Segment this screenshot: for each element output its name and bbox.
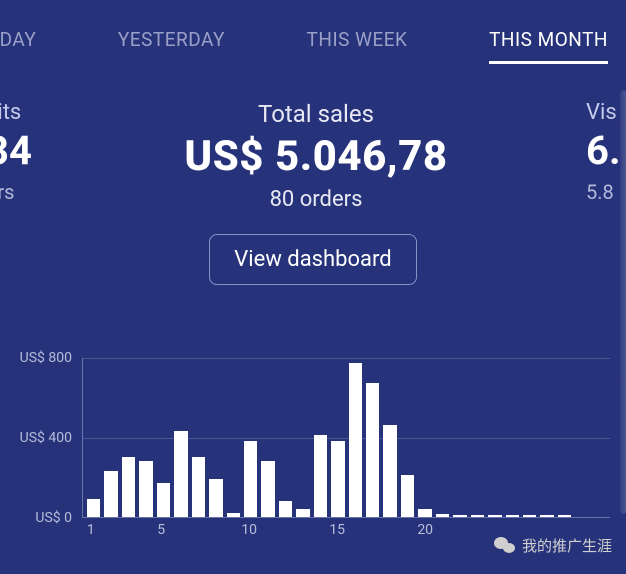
chart-bar [418, 509, 431, 517]
chart-bar [279, 501, 292, 517]
wechat-icon [494, 537, 516, 555]
chart-bar [436, 514, 449, 517]
wechat-text: 我的推广生涯 [522, 535, 612, 556]
chart-y-tick: US$ 400 [20, 430, 72, 446]
stat-left-value: 34 [0, 127, 46, 174]
chart-bar [401, 475, 414, 517]
chart-bar [139, 461, 152, 517]
wechat-watermark: 我的推广生涯 [494, 535, 612, 556]
chart-bar [174, 431, 187, 517]
tab-today[interactable]: ODAY [0, 28, 36, 64]
chart-bar [104, 471, 117, 517]
stat-left-sub: ors [0, 180, 46, 204]
chart-y-axis: US$ 800US$ 400US$ 0 [6, 358, 78, 518]
chart-x-tick: 15 [329, 522, 345, 538]
sales-bar-chart: US$ 800US$ 400US$ 0 15101520 [6, 358, 620, 558]
chart-bar [471, 515, 484, 517]
stat-total-sales: Total sales US$ 5.046,78 80 orders [46, 100, 586, 212]
tab-this-month[interactable]: THIS MONTH [489, 28, 608, 64]
chart-bar [122, 457, 135, 517]
chart-bar [488, 515, 501, 517]
chart-bar [383, 425, 396, 517]
time-range-tabs: ODAY YESTERDAY THIS WEEK THIS MONTH [0, 0, 626, 76]
chart-x-tick: 20 [417, 522, 433, 538]
view-dashboard-button[interactable]: View dashboard [209, 234, 416, 285]
chart-bar [558, 515, 571, 517]
total-sales-orders: 80 orders [46, 187, 586, 212]
chart-bar [227, 513, 240, 517]
chart-bar [261, 461, 274, 517]
chart-bar [366, 383, 379, 517]
chart-y-tick: US$ 800 [20, 350, 72, 366]
chart-bar [209, 479, 222, 517]
chart-bar [523, 515, 536, 517]
chart-x-tick: 5 [157, 522, 165, 538]
stat-visits-left: sits 34 ors [0, 100, 46, 212]
scroll-edge [620, 90, 626, 514]
chart-bar [244, 441, 257, 517]
chart-bar [453, 515, 466, 517]
chart-plot-area [82, 358, 610, 518]
chart-bar [296, 509, 309, 517]
stats-row: sits 34 ors Total sales US$ 5.046,78 80 … [0, 100, 626, 212]
chart-bar [157, 483, 170, 517]
tab-yesterday[interactable]: YESTERDAY [118, 28, 225, 64]
total-sales-value: US$ 5.046,78 [46, 132, 586, 181]
chart-bar [540, 515, 553, 517]
chart-bar [192, 457, 205, 517]
chart-bar [331, 441, 344, 517]
chart-bar [87, 499, 100, 517]
total-sales-label: Total sales [46, 100, 586, 128]
tab-this-week[interactable]: THIS WEEK [307, 28, 408, 64]
chart-x-tick: 10 [241, 522, 257, 538]
stat-left-label: sits [0, 100, 46, 125]
chart-x-tick: 1 [87, 522, 95, 538]
chart-bar [314, 435, 327, 517]
chart-bar [349, 363, 362, 517]
chart-y-tick: US$ 0 [35, 510, 72, 526]
chart-bar [506, 515, 519, 517]
